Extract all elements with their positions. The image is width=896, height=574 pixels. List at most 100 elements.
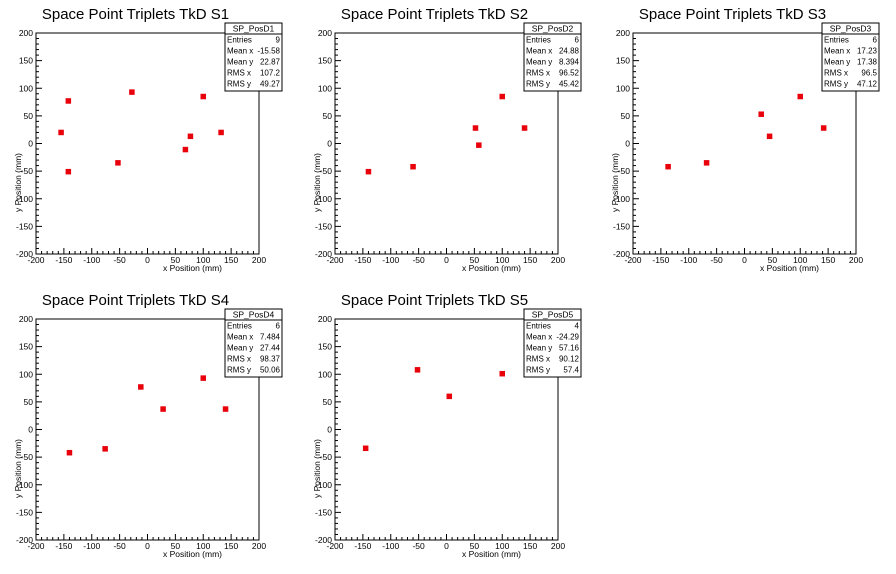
y-axis-title: y Position (mm)	[312, 153, 322, 212]
stats-label: Mean y	[227, 58, 253, 67]
stats-label: Mean y	[227, 344, 253, 353]
stats-value: 27.44	[260, 344, 281, 353]
stats-value: 17.23	[857, 47, 878, 56]
plot-title: Space Point Triplets TkD S2	[341, 6, 528, 23]
x-tick-label: -100	[680, 255, 697, 265]
x-tick-label: -50	[710, 255, 723, 265]
stats-label: Mean x	[824, 47, 850, 56]
y-tick-label: -150	[16, 507, 33, 517]
y-tick-label: 200	[19, 28, 33, 38]
x-tick-label: -200	[27, 255, 44, 265]
stats-name: SP_PosD4	[233, 310, 275, 320]
x-tick-label: 0	[444, 255, 449, 265]
y-tick-label: -150	[16, 221, 33, 231]
stats-value: 7.484	[260, 333, 281, 342]
stats-label: Entries	[227, 322, 252, 331]
data-point	[65, 98, 72, 104]
stats-value: 96.5	[861, 69, 877, 78]
data-point	[499, 93, 505, 100]
x-tick-label: -50	[113, 541, 126, 551]
x-tick-label: 50	[768, 255, 778, 265]
data-point	[58, 129, 64, 136]
data-point	[362, 445, 369, 452]
y-tick-label: -100	[315, 480, 332, 490]
stats-value: 17.38	[857, 58, 878, 67]
plot-title: Space Point Triplets TkD S4	[42, 292, 229, 309]
x-axis-title: x Position (mm)	[760, 263, 819, 273]
y-tick-label: -100	[16, 480, 33, 490]
stats-value: 6	[276, 322, 281, 331]
y-tick-label: -100	[315, 194, 332, 204]
x-tick-label: 150	[224, 541, 238, 551]
data-point	[472, 125, 479, 131]
stats-value: 57.4	[563, 366, 579, 375]
x-axis-title: x Position (mm)	[462, 549, 521, 559]
stats-value: 4	[575, 322, 580, 331]
stats-value: 24.88	[559, 47, 580, 56]
plot-panel-1: Space Point Triplets TkD S1 -200 -150 -100 -…	[13, 6, 283, 273]
y-tick-label: -50	[320, 452, 333, 462]
x-tick-label: -150	[354, 541, 371, 551]
stats-value: 49.27	[260, 80, 281, 89]
y-tick-label: 0	[28, 139, 33, 149]
y-tick-label: 0	[327, 139, 332, 149]
x-tick-label: -100	[83, 255, 100, 265]
stats-label: RMS y	[227, 80, 251, 89]
stats-value: 90.12	[559, 355, 580, 364]
data-point	[476, 142, 482, 148]
x-tick-label: 150	[523, 541, 537, 551]
x-axis-title: x Position (mm)	[462, 263, 521, 273]
y-tick-label: 150	[616, 56, 630, 66]
stats-label: RMS x	[227, 69, 251, 78]
y-tick-label: 150	[318, 342, 332, 352]
stats-label: Entries	[526, 322, 551, 331]
x-tick-label: -150	[354, 255, 371, 265]
x-tick-label: -100	[83, 541, 100, 551]
stats-label: RMS y	[526, 80, 550, 89]
stats-value: 98.37	[260, 355, 281, 364]
stats-label: RMS x	[227, 355, 251, 364]
y-axis-title: y Position (mm)	[610, 153, 620, 212]
y-tick-label: -150	[613, 221, 630, 231]
stats-label: Entries	[526, 36, 551, 45]
stats-value: 6	[575, 36, 580, 45]
data-point	[410, 163, 416, 170]
stats-value: -15.58	[257, 47, 280, 56]
x-tick-label: 50	[470, 255, 480, 265]
stats-label: Mean x	[227, 47, 253, 56]
x-tick-label: -50	[412, 541, 425, 551]
data-point	[820, 125, 827, 131]
y-axis-title: y Position (mm)	[13, 153, 23, 212]
data-point	[222, 406, 229, 412]
y-tick-label: 0	[625, 139, 630, 149]
stats-value: 96.52	[559, 69, 580, 78]
x-tick-label: -200	[326, 255, 343, 265]
stats-value: -24.29	[556, 333, 579, 342]
plot-panel-4: Space Point Triplets TkD S4 -200 -150 -100 -…	[13, 292, 283, 559]
y-tick-label: 100	[19, 369, 33, 379]
y-tick-label: -50	[320, 166, 333, 176]
y-tick-label: 50	[24, 111, 34, 121]
y-tick-label: -100	[613, 194, 630, 204]
x-tick-label: -150	[55, 255, 72, 265]
x-tick-label: 200	[551, 541, 565, 551]
data-point	[160, 406, 166, 412]
y-tick-label: 200	[318, 28, 332, 38]
data-point	[365, 168, 372, 175]
x-tick-label: 0	[145, 255, 150, 265]
x-tick-label: 50	[171, 255, 181, 265]
x-tick-label: -100	[382, 255, 399, 265]
plot-panel-3: Space Point Triplets TkD S3 -200 -150 -100 -…	[610, 6, 880, 273]
x-tick-label: -50	[113, 255, 126, 265]
stats-label: Mean y	[526, 58, 552, 67]
data-point	[182, 146, 189, 153]
y-tick-label: -50	[21, 166, 34, 176]
stats-label: RMS x	[824, 69, 848, 78]
stats-name: SP_PosD3	[830, 24, 872, 34]
x-tick-label: -200	[326, 541, 343, 551]
plot-panel-2: Space Point Triplets TkD S2 -200 -150 -100 -…	[312, 6, 582, 273]
x-tick-label: 150	[523, 255, 537, 265]
x-tick-label: 200	[252, 255, 266, 265]
data-point	[797, 93, 803, 100]
